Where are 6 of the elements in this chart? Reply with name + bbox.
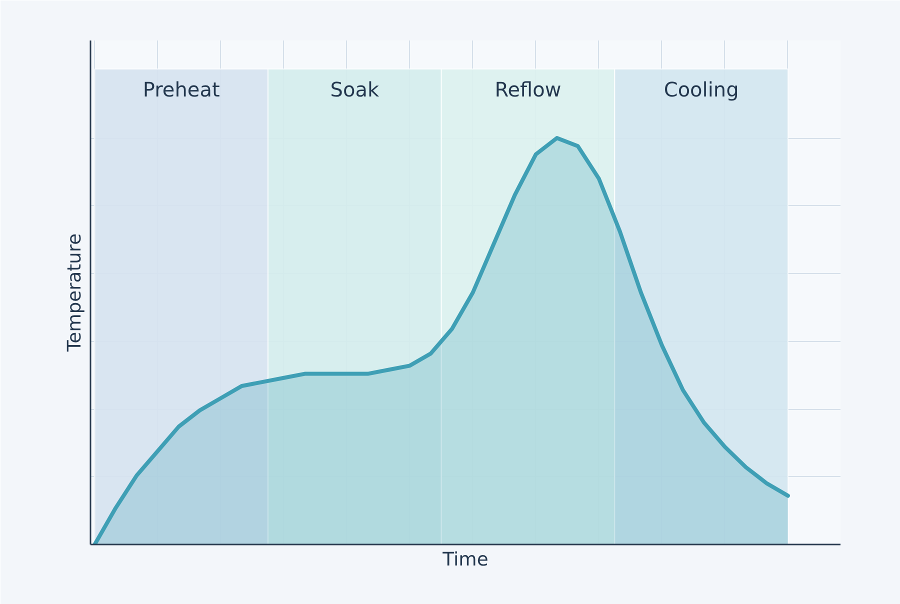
text: Cooling (664, 77, 739, 102)
text: Reflow (494, 77, 562, 102)
y-axis-title: Temperature (64, 233, 86, 353)
text: Preheat (142, 77, 220, 102)
x-axis-title: Time (442, 550, 488, 570)
text: Soak (330, 77, 380, 102)
